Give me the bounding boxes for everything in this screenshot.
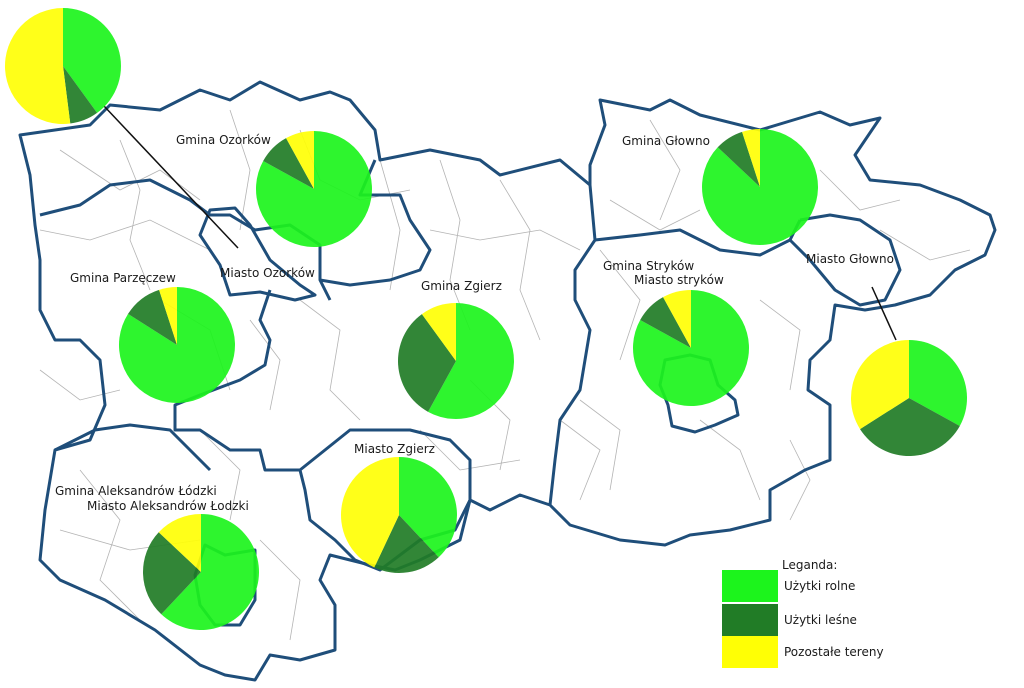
pie-charts xyxy=(4,7,968,630)
pie-slice-other xyxy=(421,303,456,361)
boundary-miasto-glowno xyxy=(788,213,902,307)
label-gmina-aleksandrow: Gmina Aleksandrów Łódzki xyxy=(55,484,217,498)
legend: Leganda: Użytki rolne Użytki leśne Pozos… xyxy=(722,556,902,668)
legend-swatch-agricultural xyxy=(722,570,778,602)
pie-slice-other xyxy=(663,290,691,348)
boundary-zgierz-aleksandrow xyxy=(54,423,212,472)
pie-slice-agricultural xyxy=(161,514,260,630)
pie-slice-other xyxy=(286,131,314,189)
label-miasto-strykow: Miasto stryków xyxy=(634,273,724,287)
pie-slice-agricultural xyxy=(702,129,819,245)
pie-slice-forest xyxy=(143,532,201,615)
pie-slice-other xyxy=(159,287,177,345)
pie-slice-forest xyxy=(128,289,177,345)
pie-slice-agricultural xyxy=(428,303,514,419)
boundary-zgierz-strykow xyxy=(548,184,597,506)
legend-swatch-other xyxy=(722,636,778,668)
pie-slice-agricultural xyxy=(118,287,235,403)
pie-slice-other xyxy=(158,514,201,572)
boundary-parzeczew-zgierz xyxy=(173,289,300,472)
label-miasto-ozorkow: Miasto Ozorków xyxy=(220,266,315,280)
label-gmina-glowno: Gmina Głowno xyxy=(622,134,710,148)
pie-slice-other xyxy=(850,340,909,430)
leader-lines xyxy=(103,105,897,341)
pie-slice-other xyxy=(4,7,71,124)
legend-label-agricultural: Użytki rolne xyxy=(784,579,856,593)
pie-slice-forest xyxy=(374,515,439,574)
legend-title: Leganda: xyxy=(782,558,838,572)
boundary-ozorkow-parzeczew xyxy=(39,178,332,301)
leader-line-glowno xyxy=(871,286,897,341)
pie-slice-forest xyxy=(640,297,691,348)
pie-slice-agricultural xyxy=(63,8,121,113)
label-gmina-zgierz: Gmina Zgierz xyxy=(421,279,502,293)
pie-slice-agricultural xyxy=(632,290,749,406)
pie-slice-forest xyxy=(717,131,760,187)
label-gmina-parzeczew: Gmina Parzęczew xyxy=(70,271,176,285)
leader-line-ozorkow xyxy=(103,105,239,249)
legend-item-forest: Użytki leśne xyxy=(722,604,922,640)
pie-slice-agricultural xyxy=(399,457,457,558)
legend-item-agricultural: Użytki rolne xyxy=(722,570,922,606)
label-miasto-zgierz: Miasto Zgierz xyxy=(354,442,435,456)
legend-label-other: Pozostałe tereny xyxy=(784,645,884,659)
pie-slice-forest xyxy=(63,66,98,124)
legend-label-forest: Użytki leśne xyxy=(784,613,857,627)
boundary-miasto-ozorkow xyxy=(198,206,317,302)
legend-item-other: Pozostałe tereny xyxy=(722,636,922,672)
label-miasto-aleksandrow: Miasto Aleksandrów Łodzki xyxy=(87,499,249,513)
pie-slice-other xyxy=(340,457,399,568)
legend-swatch-forest xyxy=(722,604,778,636)
outer-boundary xyxy=(18,80,997,682)
label-miasto-glowno: Miasto Głowno xyxy=(806,252,894,266)
pie-slice-agricultural xyxy=(255,131,372,248)
label-gmina-ozorkow: Gmina Ozorków xyxy=(176,133,271,147)
label-gmina-strykow: Gmina Stryków xyxy=(603,259,695,273)
pie-slice-forest xyxy=(398,314,456,412)
pie-slice-forest xyxy=(263,138,314,189)
pie-slice-agricultural xyxy=(909,340,968,426)
boundary-ozorkow-zgierz xyxy=(319,159,432,287)
boundaries xyxy=(18,80,997,682)
pie-slice-forest xyxy=(860,398,960,457)
pie-slice-other xyxy=(742,129,760,187)
